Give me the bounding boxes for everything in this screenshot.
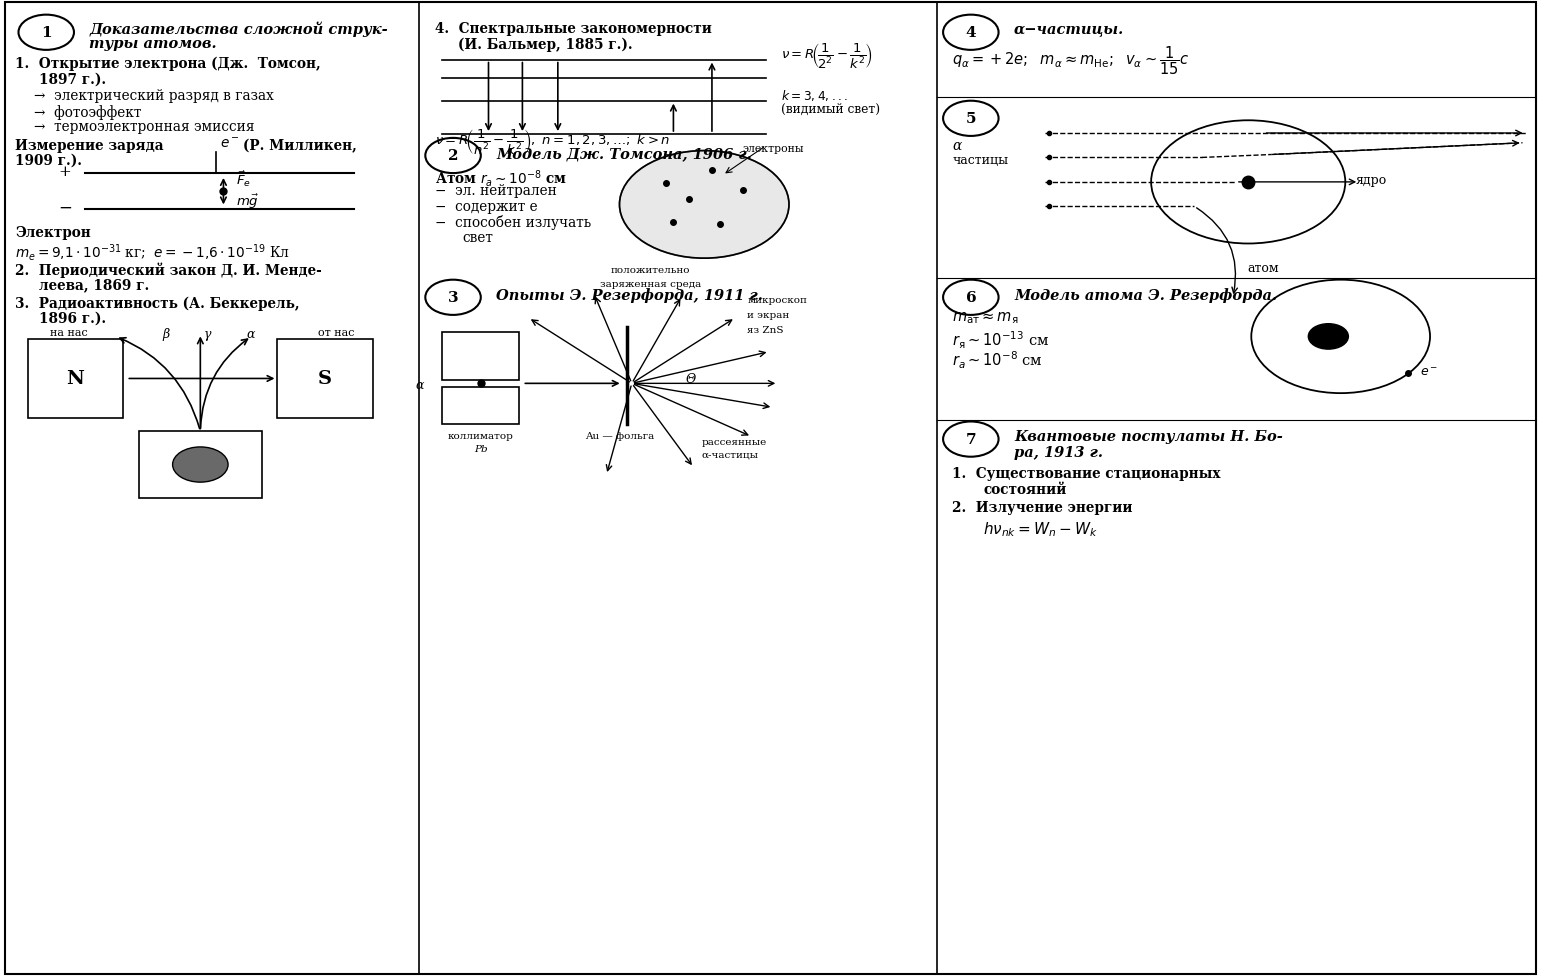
- Text: леева, 1869 г.: леева, 1869 г.: [39, 277, 149, 291]
- Circle shape: [173, 447, 228, 483]
- Text: γ: γ: [205, 327, 211, 340]
- Text: 1.  Открытие электрона (Дж.  Томсон,: 1. Открытие электрона (Дж. Томсон,: [15, 57, 321, 71]
- Text: α−частицы.: α−частицы.: [1014, 23, 1125, 37]
- Text: α: α: [415, 379, 424, 392]
- Text: $\nu = R\!\left(\!\dfrac{1}{2^2}-\dfrac{1}{k^2}\!\right)$: $\nu = R\!\left(\!\dfrac{1}{2^2}-\dfrac{…: [781, 41, 872, 70]
- Text: $q_\alpha = +2e;\ \ m_\alpha \approx m_{\rm He};\ \ v_\alpha \sim \dfrac{1}{15}c: $q_\alpha = +2e;\ \ m_\alpha \approx m_{…: [952, 44, 1190, 76]
- Text: (Р. Милликен,: (Р. Милликен,: [243, 139, 358, 153]
- Text: α-частицы: α-частицы: [701, 450, 758, 459]
- Text: $e^-$: $e^-$: [220, 137, 240, 150]
- Text: 1909 г.).: 1909 г.).: [15, 153, 82, 167]
- Text: 3.  Радиоактивность (А. Беккерель,: 3. Радиоактивность (А. Беккерель,: [15, 296, 300, 311]
- FancyBboxPatch shape: [442, 332, 519, 381]
- Text: ядро: ядро: [1356, 174, 1387, 188]
- Text: яз ZnS: яз ZnS: [747, 325, 784, 334]
- Text: α: α: [247, 327, 256, 340]
- Text: Pb: Pb: [475, 445, 487, 453]
- Text: →  термоэлектронная эмиссия: → термоэлектронная эмиссия: [34, 120, 254, 134]
- Text: Θ: Θ: [686, 372, 697, 385]
- Text: $m_e = 9{,}1 \cdot 10^{-31}$ кг;  $e = -1{,}6 \cdot 10^{-19}$ Кл: $m_e = 9{,}1 \cdot 10^{-31}$ кг; $e = -1…: [15, 241, 290, 262]
- Text: Квантовые постулаты Н. Бо-: Квантовые постулаты Н. Бо-: [1014, 430, 1282, 444]
- Text: α: α: [952, 139, 962, 152]
- Circle shape: [1308, 324, 1348, 350]
- Text: S: S: [317, 370, 333, 388]
- Text: 2.  Излучение энергии: 2. Излучение энергии: [952, 500, 1133, 514]
- Text: N: N: [66, 370, 85, 388]
- Text: и экран: и экран: [747, 311, 789, 319]
- Text: Доказательства сложной струк-: Доказательства сложной струк-: [89, 21, 388, 37]
- FancyBboxPatch shape: [139, 432, 262, 498]
- Text: $m\vec{g}$: $m\vec{g}$: [236, 192, 259, 210]
- Text: положительно: положительно: [610, 266, 690, 275]
- Text: 1: 1: [42, 26, 51, 40]
- Text: туры атомов.: туры атомов.: [89, 37, 217, 51]
- Text: −  способен излучать: − способен излучать: [435, 215, 590, 230]
- Text: Модель Дж. Томсона, 1906 г.: Модель Дж. Томсона, 1906 г.: [496, 147, 752, 160]
- Text: (видимый свет): (видимый свет): [781, 103, 880, 115]
- Text: $r_a \sim 10^{-8}$ см: $r_a \sim 10^{-8}$ см: [952, 349, 1043, 370]
- Text: +: +: [1324, 331, 1333, 343]
- Text: электроны: электроны: [743, 144, 804, 153]
- Text: 4: 4: [966, 26, 975, 40]
- Text: $k = 3, 4, ...$: $k = 3, 4, ...$: [781, 88, 849, 103]
- Text: от нас: от нас: [317, 327, 354, 337]
- FancyBboxPatch shape: [277, 340, 373, 418]
- Text: $h\nu_{nk} = W_n - W_k$: $h\nu_{nk} = W_n - W_k$: [983, 520, 1099, 538]
- Text: $\nu = R\!\left(\dfrac{1}{n^2}-\dfrac{1}{k^2}\right), \ n = 1, 2, 3, \ldots;\ k : $\nu = R\!\left(\dfrac{1}{n^2}-\dfrac{1}…: [435, 127, 670, 156]
- Text: микроскоп: микроскоп: [747, 296, 807, 305]
- Text: Au — фольга: Au — фольга: [586, 432, 653, 441]
- Text: 3: 3: [448, 291, 458, 305]
- Text: →  фотоэффект: → фотоэффект: [34, 105, 142, 119]
- Text: коллиматор: коллиматор: [448, 432, 513, 441]
- FancyBboxPatch shape: [5, 3, 1536, 974]
- Text: Электрон: Электрон: [15, 226, 91, 239]
- Text: $e^-$: $e^-$: [1421, 365, 1438, 378]
- Text: +: +: [59, 165, 71, 179]
- Text: свет: свет: [462, 231, 493, 244]
- Text: 2: 2: [448, 149, 458, 163]
- Text: Модель атома Э. Резерфорда.: Модель атома Э. Резерфорда.: [1014, 288, 1277, 303]
- Text: $\vec{F}_e$: $\vec{F}_e$: [236, 169, 251, 189]
- Text: 1.  Существование стационарных: 1. Существование стационарных: [952, 467, 1220, 481]
- Text: →  электрический разряд в газах: → электрический разряд в газах: [34, 89, 274, 103]
- Text: −: −: [59, 199, 72, 217]
- Text: рассеянные: рассеянные: [701, 438, 766, 446]
- FancyBboxPatch shape: [28, 340, 123, 418]
- Text: 6: 6: [966, 291, 975, 305]
- Text: $m_{\rm ат} \approx m_{\rm я}$: $m_{\rm ат} \approx m_{\rm я}$: [952, 310, 1019, 325]
- Text: 4.  Спектральные закономерности: 4. Спектральные закономерности: [435, 21, 712, 35]
- Text: β: β: [163, 327, 170, 340]
- Text: −  эл. нейтрален: − эл. нейтрален: [435, 184, 556, 197]
- FancyBboxPatch shape: [442, 388, 519, 425]
- Text: Измерение заряда: Измерение заряда: [15, 139, 170, 152]
- Text: Атом $r_a \sim 10^{-8}$ см: Атом $r_a \sim 10^{-8}$ см: [435, 168, 567, 189]
- Text: атом: атом: [1248, 262, 1279, 275]
- Text: 1897 г.).: 1897 г.).: [39, 72, 106, 86]
- Text: 1896 г.).: 1896 г.).: [39, 312, 106, 325]
- Text: состояний: состояний: [983, 483, 1066, 496]
- Text: 2.  Периодический закон Д. И. Менде-: 2. Периодический закон Д. И. Менде-: [15, 262, 322, 277]
- Text: −  содержит e: − содержит e: [435, 199, 538, 213]
- Text: заряженная среда: заряженная среда: [599, 279, 701, 288]
- Text: 5: 5: [966, 112, 975, 126]
- Text: (И. Бальмер, 1885 г.).: (И. Бальмер, 1885 г.).: [458, 37, 632, 52]
- Circle shape: [619, 151, 789, 259]
- Text: частицы: частицы: [952, 153, 1008, 166]
- Text: ра, 1913 г.: ра, 1913 г.: [1014, 446, 1103, 459]
- Text: Опыты Э. Резерфорда, 1911 г.: Опыты Э. Резерфорда, 1911 г.: [496, 288, 763, 303]
- Text: 7: 7: [966, 433, 975, 446]
- Text: $r_{\rm я} \sim 10^{-13}$ см: $r_{\rm я} \sim 10^{-13}$ см: [952, 329, 1049, 351]
- Text: на нас: на нас: [51, 327, 88, 337]
